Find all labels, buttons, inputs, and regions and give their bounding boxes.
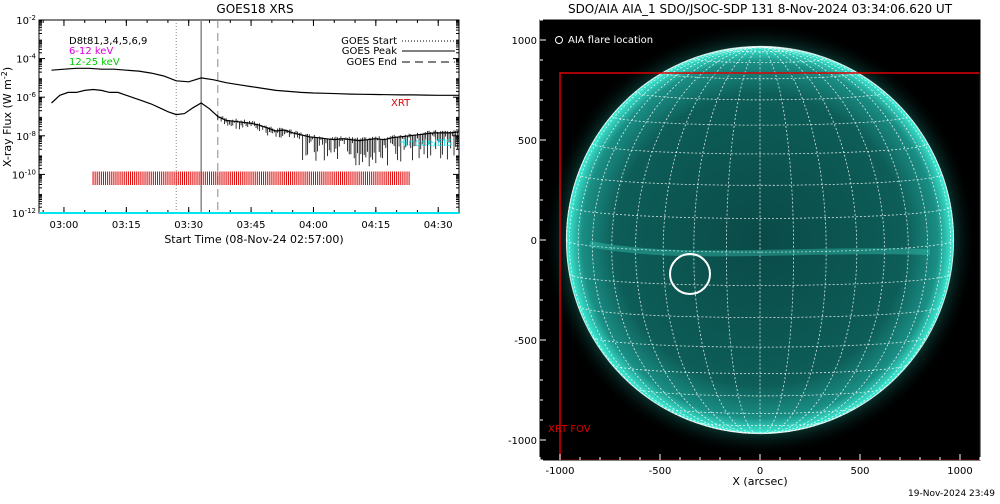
goes-series-group: [39, 67, 460, 214]
aia-x-tick-label: 500: [850, 466, 869, 477]
xrt-annotation: XRT: [391, 98, 411, 109]
legend-left-item-6-12kev: 6-12 keV: [69, 46, 113, 57]
longitude-line: [759, 46, 943, 431]
longitude-line: [759, 46, 794, 434]
goes-series-line-0: [51, 67, 459, 96]
aia-legend-label: AIA flare location: [568, 35, 653, 46]
latitude-line: [592, 336, 928, 348]
goes-y-tick-label: 10-4: [16, 53, 36, 66]
aia-y-tick-label: -500: [514, 336, 537, 347]
aia-x-axis: -1000 -500 0 500 1000: [539, 454, 981, 477]
aia-x-tick-label: 1000: [947, 466, 972, 477]
longitude-line: [693, 46, 761, 434]
goes-x-tick-label: 03:15: [112, 220, 141, 231]
aia-x-axis-label: X (arcsec): [732, 475, 787, 488]
goes-x-tick-label: 04:15: [361, 220, 390, 231]
aia-y-tick-label: -1000: [508, 436, 537, 447]
goes-legend-left: D8t81,3,4,5,6,9 6-12 keV 12-25 keV: [69, 36, 147, 68]
aia-x-tick-label: 0: [757, 466, 763, 477]
aia-y-tick-label: 0: [531, 236, 537, 247]
goes-y-tick-label: 10-2: [16, 14, 36, 27]
aia-image-title: SDO/AIA AIA_1 SDO/JSOC-SDP 131 8-Nov-202…: [568, 2, 953, 16]
legend-left-item-detectors: D8t81,3,4,5,6,9: [69, 36, 147, 47]
longitude-line: [759, 46, 858, 434]
aia-y-tick-label: 1000: [512, 36, 537, 47]
goes-y-axis-label: X-ray Flux (W m-2): [0, 67, 14, 167]
longitude-line: [577, 46, 761, 431]
goes-x-axis-label: Start Time (08-Nov-24 02:57:00): [164, 233, 343, 246]
latitude-line: [591, 143, 929, 155]
aia-x-tick-label: -500: [649, 466, 672, 477]
xrt-observation-ticks: [92, 171, 410, 186]
latitude-line: [569, 273, 951, 286]
legend-goes-peak-label: GOES Peak: [342, 46, 397, 57]
goes-x-tick-label: 03:45: [237, 220, 266, 231]
goes-y-tick-label: 10-12: [12, 207, 36, 220]
latitude-line: [695, 422, 825, 427]
xrt-fov-label: XRT FOV: [548, 424, 591, 435]
longitude-line: [759, 46, 952, 422]
footer-timestamp: 19-Nov-2024 23:49: [908, 489, 995, 499]
longitude-line: [726, 46, 761, 434]
latitude-line: [693, 58, 827, 63]
eis-annotation: Hinode/EIS: [398, 138, 452, 149]
goes-legend-right: GOES Start GOES Peak GOES End: [341, 36, 455, 68]
legend-circle-icon: [555, 36, 563, 44]
legend-goes-end-label: GOES End: [347, 57, 397, 68]
goes-x-tick-label: 03:30: [174, 220, 203, 231]
goes-x-tick-label: 04:30: [424, 220, 453, 231]
goes-xrs-panel: GOES18 XRS 10-2 10-4 10-6 10-8 10-10 10-12 03…: [0, 2, 460, 246]
goes-y-tick-label: 10-6: [16, 91, 36, 104]
longitude-line: [662, 46, 761, 434]
longitude-line: [611, 46, 761, 434]
aia-y-axis: 1000 500 0 -500 -1000: [508, 19, 546, 461]
solar-limb: [565, 45, 955, 435]
latitude-line: [578, 306, 942, 318]
aia-panel: SDO/AIA AIA_1 SDO/JSOC-SDP 131 8-Nov-202…: [508, 2, 981, 488]
goes-x-tick-label: 04:00: [299, 220, 328, 231]
goes-y-tick-label: 10-8: [16, 130, 36, 143]
latitude-line: [664, 407, 856, 414]
longitude-line: [568, 46, 761, 422]
aia-flare-location-marker: [669, 253, 711, 295]
goes-x-axis: 03:00 03:15 03:30 03:45 04:00 04:15 04:30: [42, 20, 460, 231]
goes-chart-title: GOES18 XRS: [216, 2, 293, 16]
longitude-line: [759, 46, 909, 434]
longitude-line: [759, 46, 827, 434]
aia-y-tick-label: 500: [518, 136, 537, 147]
aia-x-tick-label: -1000: [545, 466, 574, 477]
active-region-band: [589, 241, 931, 257]
xrt-fov-box: [559, 72, 980, 460]
legend-left-item-12-25kev: 12-25 keV: [69, 57, 120, 68]
latitude-line: [612, 364, 908, 374]
goes-x-tick-label: 03:00: [50, 220, 79, 231]
goes-y-axis: 10-2 10-4 10-6 10-8 10-10 10-12: [12, 14, 459, 220]
latitude-line: [662, 72, 858, 80]
legend-goes-start-label: GOES Start: [341, 36, 397, 47]
goes-y-tick-label: 10-10: [12, 168, 36, 181]
